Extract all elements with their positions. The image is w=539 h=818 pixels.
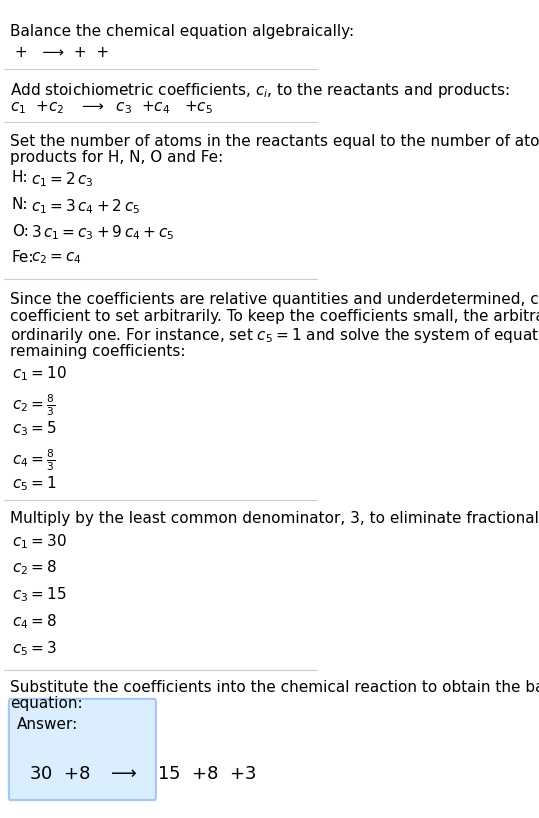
Text: Set the number of atoms in the reactants equal to the number of atoms in the: Set the number of atoms in the reactants… bbox=[10, 133, 539, 149]
Text: coefficient to set arbitrarily. To keep the coefficients small, the arbitrary va: coefficient to set arbitrarily. To keep … bbox=[10, 309, 539, 324]
Text: Answer:: Answer: bbox=[17, 717, 78, 732]
Text: H:: H: bbox=[12, 170, 29, 185]
Text: $c_1 = 3\,c_4 + 2\,c_5$: $c_1 = 3\,c_4 + 2\,c_5$ bbox=[31, 197, 140, 216]
Text: $c_4 = 8$: $c_4 = 8$ bbox=[12, 612, 57, 631]
Text: $30$  +$8$   $\longrightarrow$   $15$  +$8$  +$3$: $30$ +$8$ $\longrightarrow$ $15$ +$8$ +$… bbox=[29, 766, 257, 784]
Text: $c_1 = 30$: $c_1 = 30$ bbox=[12, 532, 67, 551]
Text: Multiply by the least common denominator, 3, to eliminate fractional coefficient: Multiply by the least common denominator… bbox=[10, 511, 539, 526]
Text: Since the coefficients are relative quantities and underdetermined, choose a: Since the coefficients are relative quan… bbox=[10, 291, 539, 307]
Text: $c_3 = 15$: $c_3 = 15$ bbox=[12, 586, 66, 605]
Text: +   ⟶  +  +: + ⟶ + + bbox=[10, 45, 114, 60]
Text: $c_1 = 2\,c_3$: $c_1 = 2\,c_3$ bbox=[31, 170, 94, 189]
Text: Balance the chemical equation algebraically:: Balance the chemical equation algebraica… bbox=[10, 25, 355, 39]
Text: products for H, N, O and Fe:: products for H, N, O and Fe: bbox=[10, 150, 224, 165]
Text: $c_2 = \frac{8}{3}$: $c_2 = \frac{8}{3}$ bbox=[12, 392, 55, 417]
Text: $c_1 = 10$: $c_1 = 10$ bbox=[12, 365, 67, 383]
Text: $c_2 = c_4$: $c_2 = c_4$ bbox=[31, 250, 81, 266]
Text: $c_3 = 5$: $c_3 = 5$ bbox=[12, 420, 57, 438]
Text: remaining coefficients:: remaining coefficients: bbox=[10, 344, 186, 359]
Text: $3\,c_1 = c_3 + 9\,c_4 + c_5$: $3\,c_1 = c_3 + 9\,c_4 + c_5$ bbox=[31, 223, 174, 242]
Text: ordinarily one. For instance, set $c_5 = 1$ and solve the system of equations fo: ordinarily one. For instance, set $c_5 =… bbox=[10, 326, 539, 345]
Text: $c_1$  +$c_2$   $\longrightarrow$  $c_3$  +$c_4$   +$c_5$: $c_1$ +$c_2$ $\longrightarrow$ $c_3$ +$c… bbox=[10, 100, 213, 116]
Text: Substitute the coefficients into the chemical reaction to obtain the balanced: Substitute the coefficients into the che… bbox=[10, 681, 539, 695]
Text: Fe:: Fe: bbox=[12, 250, 34, 265]
Text: $c_2 = 8$: $c_2 = 8$ bbox=[12, 559, 57, 578]
Text: Add stoichiometric coefficients, $c_i$, to the reactants and products:: Add stoichiometric coefficients, $c_i$, … bbox=[10, 81, 510, 100]
Text: $c_5 = 3$: $c_5 = 3$ bbox=[12, 639, 57, 658]
FancyBboxPatch shape bbox=[9, 699, 156, 800]
Text: N:: N: bbox=[12, 197, 29, 212]
Text: equation:: equation: bbox=[10, 696, 83, 712]
Text: $c_5 = 1$: $c_5 = 1$ bbox=[12, 474, 57, 493]
Text: $c_4 = \frac{8}{3}$: $c_4 = \frac{8}{3}$ bbox=[12, 447, 55, 473]
Text: O:: O: bbox=[12, 223, 29, 239]
